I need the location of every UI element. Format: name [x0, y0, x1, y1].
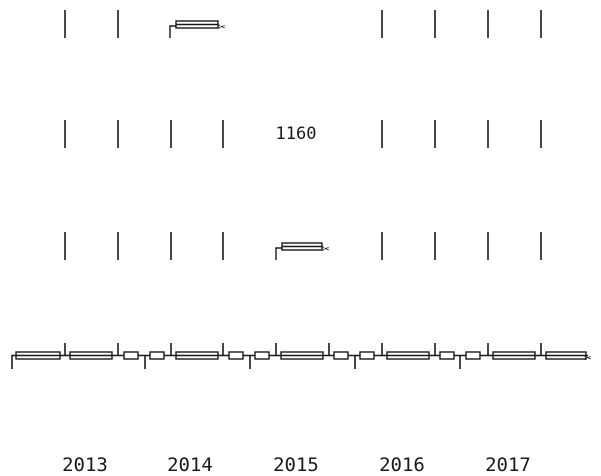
year-label-2013: 2013: [62, 454, 108, 476]
scissors-icon: ✂: [218, 20, 226, 35]
chain-row: ✂: [11, 343, 592, 369]
scissors-icon: ✂: [322, 242, 330, 257]
row-1-ticks: [64, 10, 542, 38]
year-label-2017: 2017: [485, 454, 531, 476]
year-label-2015: 2015: [273, 454, 319, 476]
year-label-2016: 2016: [379, 454, 425, 476]
center-value-label: 1160: [275, 124, 317, 144]
cut-tape-middle: ✂: [275, 242, 330, 260]
cut-tape-top: ✂: [169, 20, 226, 38]
row-3-ticks: [64, 232, 542, 260]
row-2-ticks: [64, 120, 542, 148]
scissors-icon: ✂: [584, 351, 592, 366]
year-label-2014: 2014: [167, 454, 213, 476]
